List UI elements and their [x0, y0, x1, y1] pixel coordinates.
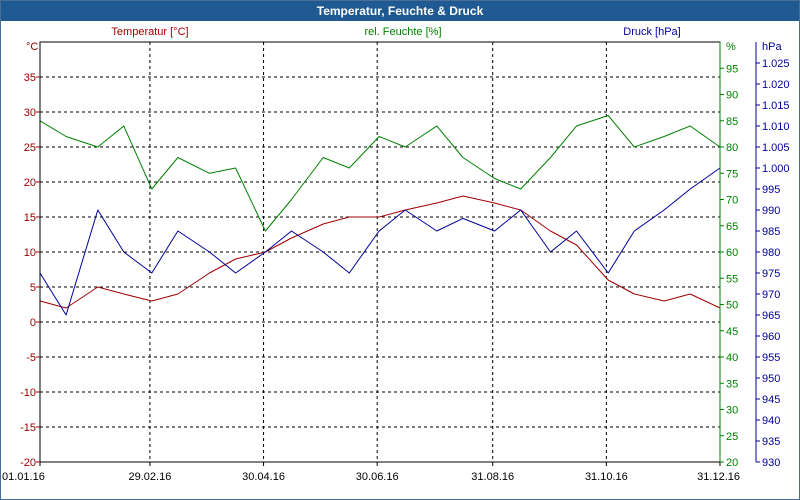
- pressure-series-line: [39, 167, 721, 316]
- x-tick-label: 31.10.16: [585, 471, 628, 483]
- temperature-tick-label: 30: [24, 107, 36, 119]
- temperature-axis-label: Temperatur [°C]: [111, 26, 188, 38]
- temperature-tick-label: 25: [24, 142, 36, 154]
- humidity-tick-label: 30: [726, 405, 738, 417]
- x-tick-label: 31.12.16: [697, 471, 740, 483]
- humidity-tick-label: 95: [726, 63, 738, 75]
- temperature-tick-label: 35: [24, 72, 36, 84]
- humidity-unit: %: [726, 41, 736, 53]
- pressure-tick-label: 995: [762, 184, 780, 196]
- humidity-tick-label: 90: [726, 90, 738, 102]
- temperature-tick-label: 10: [24, 247, 36, 259]
- axes-layer: 01.01.16 29.02.16 30.04.16 30.06.16 31.08.16…: [2, 41, 790, 483]
- temperature-tick-label: -10: [20, 387, 36, 399]
- x-tick-label: 01.01.16: [2, 471, 45, 483]
- temperature-unit: °C: [26, 41, 38, 53]
- temperature-tick-label: -15: [20, 422, 36, 434]
- humidity-tick-label: 45: [726, 326, 738, 338]
- pressure-tick-label: 960: [762, 331, 780, 343]
- temperature-tick-label: 5: [30, 282, 36, 294]
- humidity-tick-label: 70: [726, 195, 738, 207]
- pressure-tick-label: 940: [762, 415, 780, 427]
- labels-layer: Temperatur [°C] rel. Feuchte [%] Druck […: [26, 26, 782, 53]
- pressure-tick-label: 985: [762, 226, 780, 238]
- pressure-tick-label: 1.020: [762, 79, 790, 91]
- humidity-tick-label: 50: [726, 300, 738, 312]
- pressure-tick-label: 970: [762, 289, 780, 301]
- pressure-tick-label: 980: [762, 247, 780, 259]
- temperature-tick-label: 20: [24, 177, 36, 189]
- pressure-tick-label: 1.015: [762, 100, 790, 112]
- pressure-tick-label: 955: [762, 352, 780, 364]
- humidity-series-line: [39, 115, 721, 232]
- humidity-tick-label: 40: [726, 352, 738, 364]
- humidity-tick-label: 85: [726, 116, 738, 128]
- pressure-tick-label: 965: [762, 310, 780, 322]
- x-tick-label: 30.04.16: [242, 471, 285, 483]
- humidity-tick-label: 65: [726, 221, 738, 233]
- humidity-tick-label: 80: [726, 142, 738, 154]
- series-layer: [39, 115, 721, 316]
- humidity-axis-label: rel. Feuchte [%]: [364, 26, 441, 38]
- humidity-tick-label: 35: [726, 378, 738, 390]
- temperature-tick-label: -5: [26, 352, 36, 364]
- grid-lines: [40, 42, 720, 462]
- humidity-tick-label: 60: [726, 247, 738, 259]
- humidity-tick-label: 55: [726, 273, 738, 285]
- pressure-tick-label: 935: [762, 436, 780, 448]
- window-title: Temperatur, Feuchte & Druck: [1, 1, 799, 21]
- temperature-tick-label: 0: [30, 317, 36, 329]
- pressure-tick-label: 1.025: [762, 58, 790, 70]
- pressure-tick-label: 975: [762, 268, 780, 280]
- pressure-tick-label: 1.010: [762, 121, 790, 133]
- temperature-series-line: [39, 195, 721, 309]
- x-tick-label: 29.02.16: [129, 471, 172, 483]
- pressure-tick-label: 1.000: [762, 163, 790, 175]
- pressure-tick-label: 1.005: [762, 142, 790, 154]
- humidity-tick-label: 20: [726, 457, 738, 469]
- humidity-tick-label: 25: [726, 431, 738, 443]
- pressure-axis-label: Druck [hPa]: [623, 26, 680, 38]
- pressure-tick-label: 950: [762, 373, 780, 385]
- x-tick-label: 31.08.16: [471, 471, 514, 483]
- pressure-tick-label: 990: [762, 205, 780, 217]
- temperature-tick-label: 15: [24, 212, 36, 224]
- pressure-tick-label: 945: [762, 394, 780, 406]
- pressure-tick-label: 930: [762, 457, 780, 469]
- humidity-tick-label: 75: [726, 168, 738, 180]
- x-tick-label: 30.06.16: [356, 471, 399, 483]
- pressure-unit: hPa: [762, 41, 782, 53]
- temperature-tick-label: -20: [20, 457, 36, 469]
